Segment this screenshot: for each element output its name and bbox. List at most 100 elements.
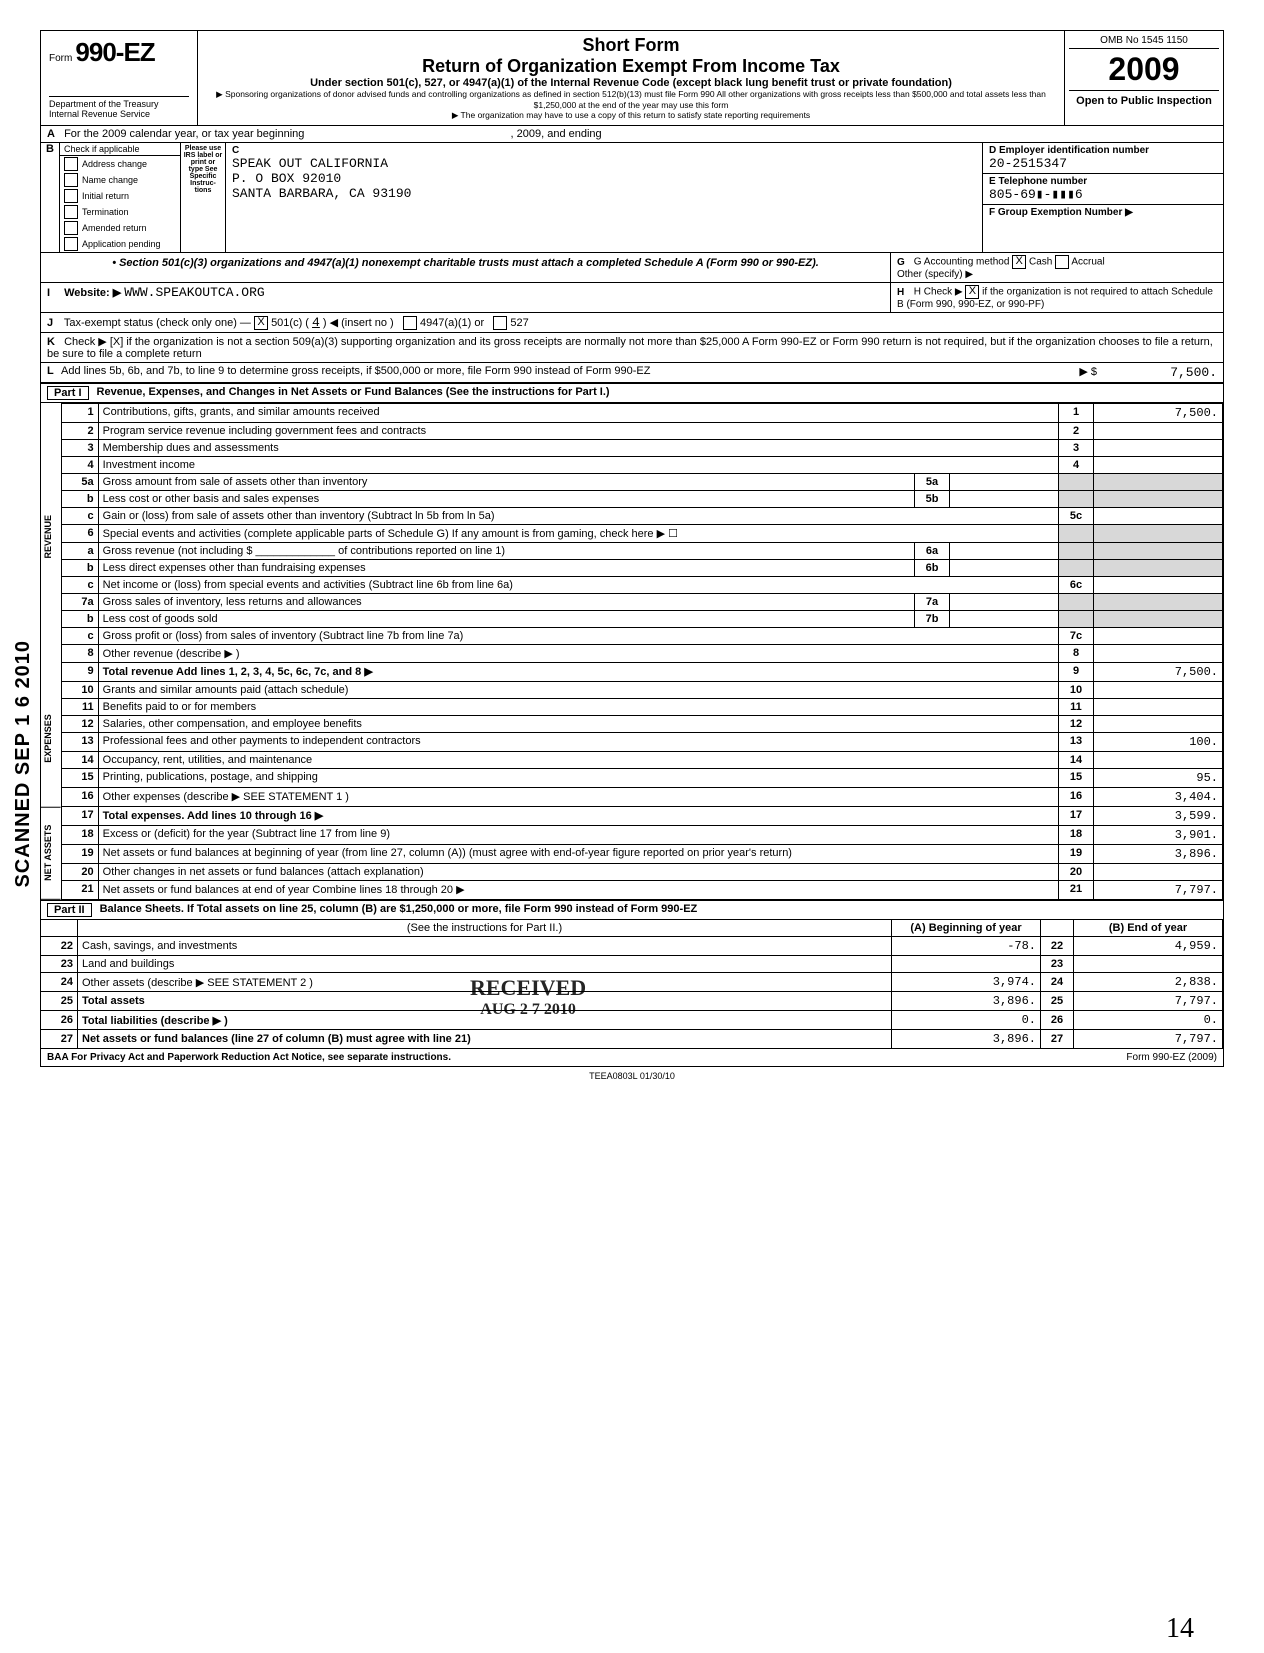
part1-row: c Gross profit or (loss) from sales of i… [62,628,1223,645]
footer-formref: Form 990-EZ (2009) [1126,1052,1217,1063]
l-text: Add lines 5b, 6b, and 7b, to line 9 to d… [61,365,1067,380]
part1-row: 3 Membership dues and assessments 3 [62,440,1223,457]
lbl-amend: Amended return [82,223,147,233]
j-527: 527 [510,317,528,329]
j-insert-after: ) ◀ (insert no ) [323,317,394,329]
org-city: SANTA BARBARA, CA 93190 [232,186,976,201]
e-label: E Telephone number [989,176,1087,187]
chk-amend[interactable] [64,221,78,235]
part1-label: Part I [47,386,89,400]
line-k: K Check ▶ [X] if the organization is not… [41,333,1223,363]
irs-label: Internal Revenue Service [49,109,189,119]
k-text: Check ▶ [X] if the organization is not a… [47,336,1213,360]
part2-table: (See the instructions for Part II.) (A) … [41,920,1223,1049]
part1-row: 12 Salaries, other compensation, and emp… [62,716,1223,733]
line-a-text: For the 2009 calendar year, or tax year … [64,128,304,140]
right-id-block: D Employer identification number20-25153… [982,143,1223,252]
lbl-app: Application pending [82,239,161,249]
part1-row: c Gain or (loss) from sale of assets oth… [62,508,1223,525]
form-number-box: Form 990-EZ Department of the Treasury I… [41,31,198,125]
lbl-term: Termination [82,207,129,217]
lbl-accrual: Accrual [1071,257,1104,268]
form-header: Form 990-EZ Department of the Treasury I… [41,31,1223,126]
part2-instr: (See the instructions for Part II.) [78,920,892,937]
sub-title: Under section 501(c), 527, or 4947(a)(1)… [204,77,1058,89]
dept-treasury: Department of the Treasury [49,99,189,109]
org-info-block: B Check if applicable Address change Nam… [41,143,1223,253]
part1-row: 1 Contributions, gifts, grants, and simi… [62,404,1223,423]
open-public: Open to Public Inspection [1069,91,1219,107]
chk-501c[interactable]: X [254,316,268,330]
lbl-cash: Cash [1029,257,1052,268]
part1-row: 14 Occupancy, rent, utilities, and maint… [62,752,1223,769]
check-applicable-label: Check if applicable [60,143,180,156]
g-label: G Accounting method [914,257,1010,268]
d-label: D Employer identification number [989,145,1149,156]
part2-row: 22 Cash, savings, and investments -78. 2… [41,937,1223,956]
form-prefix: Form [49,53,72,64]
part1-row: 5a Gross amount from sale of assets othe… [62,474,1223,491]
side-nets: NET ASSETS [41,807,61,900]
sec-g-row: • Section 501(c)(3) organizations and 49… [41,253,1223,283]
part2-row: 25 Total assets 3,896. 25 7,797. [41,992,1223,1011]
section-note: • Section 501(c)(3) organizations and 49… [41,253,890,282]
website-h-row: I Website: ▶ WWW.SPEAKOUTCA.ORG H H Chec… [41,283,1223,313]
part1-row: 10 Grants and similar amounts paid (atta… [62,682,1223,699]
part1-row: a Gross revenue (not including $ _______… [62,543,1223,560]
part2-row: 26 Total liabilities (describe ▶ ) 0. 26… [41,1011,1223,1030]
part1-row: 13 Professional fees and other payments … [62,733,1223,752]
j-label: Tax-exempt status (check only one) — [64,317,251,329]
year-box: OMB No 1545 1150 2009 Open to Public Ins… [1065,31,1223,125]
phone: 805-69▮-▮▮▮6 [989,187,1083,202]
chk-app[interactable] [64,237,78,251]
org-name-address: C SPEAK OUT CALIFORNIA P. O BOX 92010 SA… [226,143,982,252]
part1-row: 9 Total revenue Add lines 1, 2, 3, 4, 5c… [62,663,1223,682]
title-box: Short Form Return of Organization Exempt… [198,31,1065,125]
tax-year: 2009 [1069,49,1219,91]
j-4947: 4947(a)(1) or [420,317,484,329]
chk-h[interactable]: X [965,285,979,299]
chk-name[interactable] [64,173,78,187]
g-other: Other (specify) ▶ [897,269,973,280]
chk-term[interactable] [64,205,78,219]
chk-4947[interactable] [403,316,417,330]
sponsor-note: ▶ Sponsoring organizations of donor advi… [204,89,1058,110]
omb-number: OMB No 1545 1150 [1069,35,1219,49]
form-990ez: Form 990-EZ Department of the Treasury I… [40,30,1224,1067]
chk-address[interactable] [64,157,78,171]
side-expenses: EXPENSES [41,671,61,808]
part2-row: 27 Net assets or fund balances (line 27 … [41,1030,1223,1049]
chk-527[interactable] [493,316,507,330]
l-amount: 7,500. [1097,365,1217,380]
j-insert: 4 [312,315,320,330]
chk-initial[interactable] [64,189,78,203]
form-footer: BAA For Privacy Act and Paperwork Reduct… [41,1049,1223,1066]
org-name: SPEAK OUT CALIFORNIA [232,156,976,171]
footer-baa: BAA For Privacy Act and Paperwork Reduct… [47,1052,451,1063]
chk-cash[interactable]: X [1012,255,1026,269]
website: WWW.SPEAKOUTCA.ORG [124,285,264,300]
h-label: H Check ▶ [914,287,963,298]
footer-code: TEEA0803L 01/30/10 [40,1067,1224,1085]
lbl-address: Address change [82,159,147,169]
form-number: 990-EZ [75,37,154,67]
handwritten-page: 14 [1166,1613,1194,1645]
part2-row: 23 Land and buildings 23 [41,956,1223,973]
part1-row: 8 Other revenue (describe ▶ ) 8 [62,645,1223,663]
lbl-initial: Initial return [82,191,129,201]
line-j: J Tax-exempt status (check only one) — X… [41,313,1223,333]
part1-row: 18 Excess or (deficit) for the year (Sub… [62,826,1223,845]
part1-row: b Less direct expenses other than fundra… [62,560,1223,577]
f-label: F Group Exemption Number ▶ [989,207,1133,218]
short-form-label: Short Form [204,35,1058,56]
part2-label: Part II [47,903,92,917]
col-b-header: (B) End of year [1074,920,1223,937]
main-title: Return of Organization Exempt From Incom… [204,56,1058,77]
part1-row: b Less cost of goods sold 7b [62,611,1223,628]
part1-row: 16 Other expenses (describe ▶ SEE STATEM… [62,788,1223,807]
c-label: C [232,145,976,156]
website-label: Website: ▶ [64,287,121,299]
col-a-header: (A) Beginning of year [892,920,1041,937]
chk-accrual[interactable] [1055,255,1069,269]
check-applicable: Check if applicable Address change Name … [60,143,181,252]
